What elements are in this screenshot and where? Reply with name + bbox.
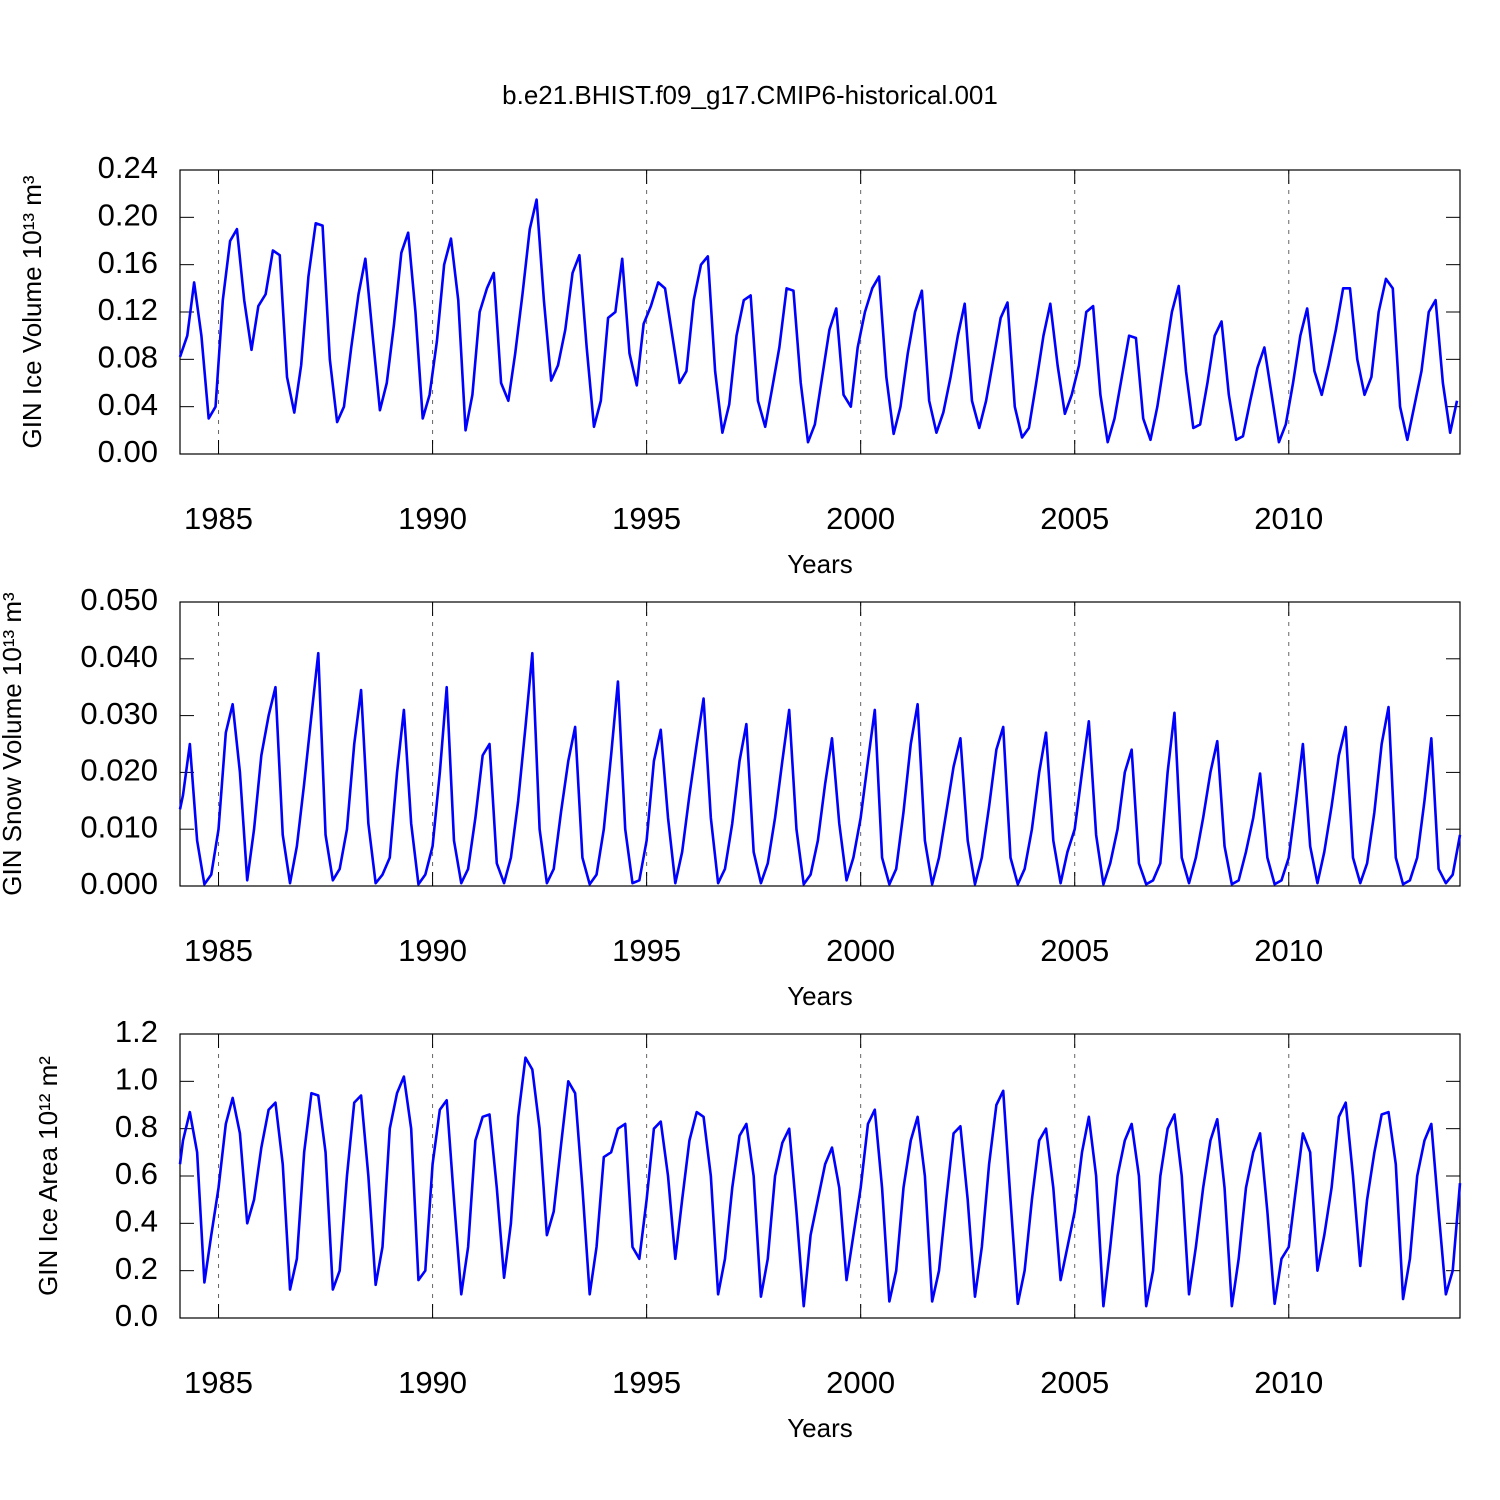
plot-frame bbox=[179, 601, 1461, 887]
x-tick-label: 1990 bbox=[398, 933, 467, 968]
plot-frame bbox=[179, 169, 1461, 455]
y-tick-label: 0.08 bbox=[98, 340, 158, 375]
y-tick-label: 0.050 bbox=[80, 582, 158, 617]
y-tick-label: 0.00 bbox=[98, 434, 158, 469]
y-tick-label: 1.0 bbox=[115, 1062, 158, 1097]
y-tick-label: 0.24 bbox=[98, 150, 158, 185]
x-axis-label: Years bbox=[787, 549, 853, 579]
x-tick-label: 1990 bbox=[398, 501, 467, 536]
x-tick-label: 2000 bbox=[826, 1365, 895, 1400]
x-tick-label: 2005 bbox=[1040, 1365, 1109, 1400]
y-tick-label: 0.010 bbox=[80, 809, 158, 844]
x-tick-label: 1985 bbox=[184, 501, 253, 536]
figure-title: b.e21.BHIST.f09_g17.CMIP6-historical.001 bbox=[502, 80, 998, 110]
x-tick-label: 2010 bbox=[1254, 933, 1323, 968]
y-tick-label: 0.04 bbox=[98, 387, 158, 422]
data-line bbox=[178, 1056, 1462, 1308]
y-tick-label: 1.2 bbox=[115, 1014, 158, 1049]
x-tick-label: 1995 bbox=[612, 933, 681, 968]
plot-frame bbox=[179, 1033, 1461, 1319]
x-tick-label: 2000 bbox=[826, 501, 895, 536]
y-tick-label: 0.4 bbox=[115, 1204, 158, 1239]
y-tick-label: 0.040 bbox=[80, 639, 158, 674]
data-line bbox=[178, 198, 1459, 444]
x-tick-label: 2005 bbox=[1040, 501, 1109, 536]
x-tick-label: 2000 bbox=[826, 933, 895, 968]
y-axis-label: GIN Snow Volume 10¹³ m³ bbox=[0, 592, 27, 896]
y-axis-label: GIN Ice Volume 10¹³ m³ bbox=[17, 175, 47, 448]
y-tick-label: 0.6 bbox=[115, 1156, 158, 1191]
x-axis-label: Years bbox=[787, 981, 853, 1011]
y-tick-label: 0.000 bbox=[80, 866, 158, 901]
y-tick-label: 0.20 bbox=[98, 198, 158, 233]
x-axis-label: Years bbox=[787, 1413, 853, 1443]
y-tick-label: 0.0 bbox=[115, 1298, 158, 1333]
y-tick-label: 0.12 bbox=[98, 292, 158, 327]
y-tick-label: 0.8 bbox=[115, 1109, 158, 1144]
x-tick-label: 2010 bbox=[1254, 1365, 1323, 1400]
x-tick-label: 1990 bbox=[398, 1365, 467, 1400]
x-tick-label: 1995 bbox=[612, 501, 681, 536]
x-tick-label: 1985 bbox=[184, 933, 253, 968]
x-tick-label: 1995 bbox=[612, 1365, 681, 1400]
y-tick-label: 0.030 bbox=[80, 696, 158, 731]
y-tick-label: 0.16 bbox=[98, 245, 158, 280]
data-line bbox=[178, 651, 1462, 886]
y-axis-label: GIN Ice Area 10¹² m² bbox=[33, 1056, 63, 1296]
x-tick-label: 2010 bbox=[1254, 501, 1323, 536]
y-tick-label: 0.020 bbox=[80, 753, 158, 788]
x-tick-label: 1985 bbox=[184, 1365, 253, 1400]
x-tick-label: 2005 bbox=[1040, 933, 1109, 968]
y-tick-label: 0.2 bbox=[115, 1251, 158, 1286]
